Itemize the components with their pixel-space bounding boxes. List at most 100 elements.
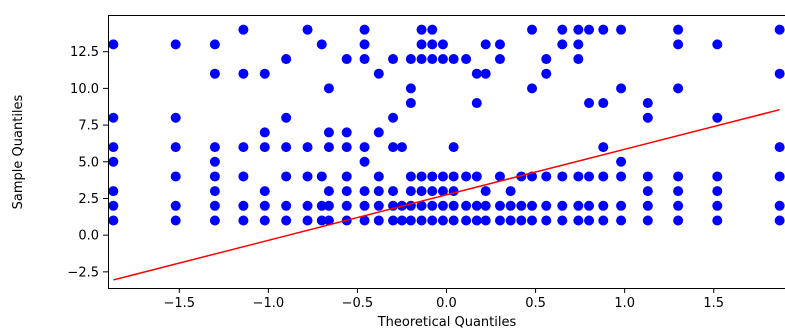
data-point: [281, 54, 292, 65]
data-point: [598, 215, 609, 226]
data-point: [302, 24, 313, 35]
data-point: [323, 142, 334, 153]
data-point: [541, 171, 552, 182]
y-tick-label: 5.0: [78, 155, 99, 170]
data-point: [448, 54, 459, 65]
data-point: [416, 39, 427, 50]
data-point: [302, 200, 313, 211]
data-point: [642, 98, 653, 109]
data-point: [238, 24, 249, 35]
data-point: [359, 200, 370, 211]
data-point: [405, 83, 416, 94]
data-point: [471, 200, 482, 211]
data-point: [323, 200, 334, 211]
data-point: [480, 68, 491, 79]
data-point: [461, 215, 472, 226]
x-tick-label: −1.0: [253, 296, 285, 311]
data-point: [170, 215, 181, 226]
data-point: [259, 200, 270, 211]
data-point: [170, 171, 181, 182]
data-point: [359, 54, 370, 65]
x-tick-label: 0.0: [436, 296, 457, 311]
data-point: [494, 54, 505, 65]
data-point: [416, 24, 427, 35]
data-point: [209, 142, 220, 153]
data-point: [541, 68, 552, 79]
data-point: [616, 215, 627, 226]
data-point: [480, 39, 491, 50]
data-point: [673, 186, 684, 197]
data-point: [209, 200, 220, 211]
data-point: [557, 24, 568, 35]
data-point: [461, 171, 472, 182]
data-point: [774, 24, 785, 35]
data-point: [516, 215, 527, 226]
data-point: [673, 171, 684, 182]
data-point: [388, 186, 399, 197]
data-point: [774, 215, 785, 226]
x-tick-label: 1.5: [703, 296, 724, 311]
data-point: [471, 68, 482, 79]
data-point: [427, 39, 438, 50]
data-point: [108, 215, 119, 226]
x-tick-label: 1.0: [614, 296, 635, 311]
y-tick-label: 7.5: [78, 119, 99, 134]
reference-line-layer: [113, 108, 780, 281]
data-point: [448, 215, 459, 226]
data-point: [396, 215, 407, 226]
data-point: [259, 127, 270, 138]
data-point: [598, 142, 609, 153]
data-point: [405, 171, 416, 182]
x-tick-label: −0.5: [342, 296, 374, 311]
data-point: [388, 215, 399, 226]
data-point: [712, 171, 723, 182]
data-point: [437, 171, 448, 182]
data-point: [323, 215, 334, 226]
data-point: [642, 215, 653, 226]
data-point: [480, 215, 491, 226]
data-point: [427, 171, 438, 182]
data-point: [598, 98, 609, 109]
data-point: [259, 186, 270, 197]
data-point: [416, 171, 427, 182]
data-point: [541, 200, 552, 211]
x-tick-label: 0.5: [525, 296, 546, 311]
data-point: [302, 171, 313, 182]
data-point: [505, 186, 516, 197]
data-point: [427, 186, 438, 197]
data-point: [516, 200, 527, 211]
data-point: [437, 186, 448, 197]
data-point: [108, 112, 119, 123]
data-point: [471, 98, 482, 109]
data-point: [673, 215, 684, 226]
data-point: [774, 68, 785, 79]
data-point: [673, 200, 684, 211]
data-point: [712, 215, 723, 226]
data-point: [238, 215, 249, 226]
data-point: [108, 200, 119, 211]
x-tick-label: −1.5: [163, 296, 195, 311]
data-point: [673, 39, 684, 50]
data-point: [598, 200, 609, 211]
data-point: [209, 156, 220, 167]
data-point: [557, 39, 568, 50]
data-point: [281, 112, 292, 123]
data-point: [541, 54, 552, 65]
data-point: [238, 142, 249, 153]
plot-frame: [108, 15, 785, 289]
data-point: [584, 171, 595, 182]
data-point: [712, 112, 723, 123]
data-point: [405, 54, 416, 65]
data-point: [209, 39, 220, 50]
data-point: [573, 171, 584, 182]
data-point: [170, 39, 181, 50]
data-point: [316, 200, 327, 211]
data-point: [505, 200, 516, 211]
data-point: [616, 83, 627, 94]
data-point: [373, 127, 384, 138]
data-point: [774, 142, 785, 153]
data-point: [302, 142, 313, 153]
data-point: [405, 215, 416, 226]
x-axis-title: Theoretical Quantiles: [377, 315, 517, 329]
